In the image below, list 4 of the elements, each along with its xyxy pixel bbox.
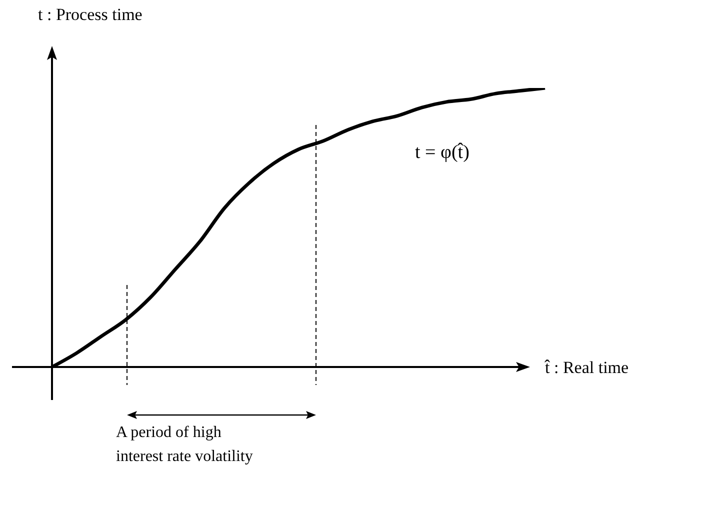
- annotation: t = φ(t̂): [415, 142, 470, 163]
- x-axis-title: t̂ : Real time: [544, 358, 629, 377]
- y-axis-title: t : Process time: [38, 5, 142, 24]
- text: A period of high interest rate volatility: [116, 423, 254, 467]
